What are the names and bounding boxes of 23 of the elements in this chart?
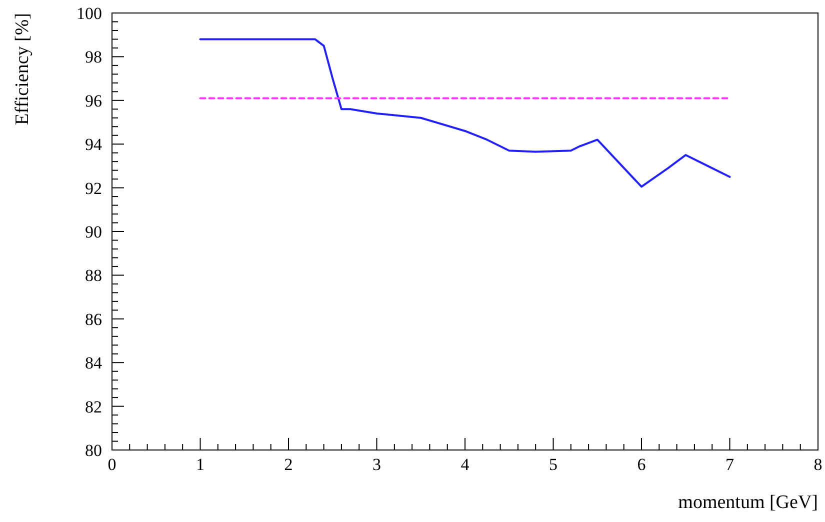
y-tick-label: 96 — [85, 91, 102, 110]
x-tick-label: 1 — [196, 455, 204, 474]
y-tick-label: 92 — [85, 178, 102, 198]
y-tick-label: 86 — [85, 310, 102, 329]
y-tick-label: 88 — [85, 266, 102, 286]
y-tick-label: 90 — [85, 222, 102, 242]
x-axis-title: momentum [GeV] — [678, 492, 818, 513]
x-tick-label: 4 — [460, 455, 470, 474]
y-tick-label: 80 — [85, 440, 102, 460]
x-tick-label: 0 — [108, 455, 116, 474]
x-tick-label: 8 — [814, 455, 822, 474]
y-tick-label: 84 — [85, 354, 102, 373]
x-tick-label: 3 — [372, 455, 381, 474]
x-tick-label: 7 — [726, 455, 734, 474]
y-tick-label: 98 — [85, 48, 102, 67]
y-axis-title: Efficiency [%] — [12, 13, 33, 126]
x-tick-label: 2 — [284, 455, 293, 474]
y-tick-label: 94 — [85, 135, 102, 154]
line-series — [199, 38, 731, 188]
x-tick-label: 5 — [549, 455, 558, 474]
y-tick-label: 82 — [85, 397, 102, 416]
x-tick-label: 6 — [637, 455, 646, 474]
y-tick-label: 100 — [76, 4, 102, 23]
